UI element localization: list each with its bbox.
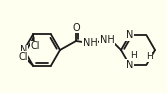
Text: NH: NH bbox=[83, 38, 97, 48]
Text: O: O bbox=[72, 23, 80, 33]
Text: H: H bbox=[130, 51, 137, 60]
Text: Cl: Cl bbox=[30, 41, 40, 51]
Text: NH: NH bbox=[100, 35, 114, 45]
Text: H: H bbox=[146, 52, 153, 61]
Text: Cl: Cl bbox=[18, 52, 28, 62]
Text: N: N bbox=[20, 45, 28, 55]
Text: N: N bbox=[126, 30, 133, 40]
Text: N: N bbox=[126, 60, 133, 70]
